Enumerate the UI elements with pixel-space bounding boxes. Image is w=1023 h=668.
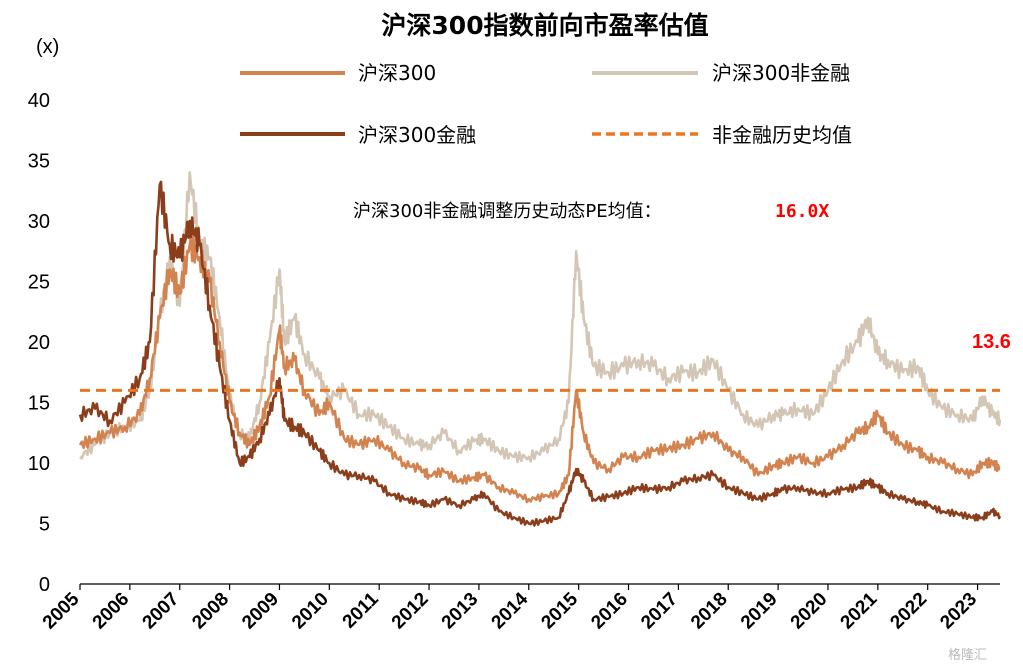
- legend-label-hs300: 沪深300: [358, 61, 436, 85]
- x-tick-label: 2016: [587, 589, 632, 634]
- x-tick-label: 2020: [787, 589, 832, 634]
- x-tick-label: 2019: [737, 589, 782, 634]
- series-line-0: [78, 235, 1001, 504]
- x-tick-label: 2015: [537, 588, 582, 633]
- x-tick-label: 2012: [388, 589, 433, 634]
- y-tick-label: 30: [28, 211, 50, 233]
- x-tick-label: 2023: [936, 589, 981, 634]
- x-tick-label: 2014: [488, 588, 533, 633]
- y-axis-unit: (x): [36, 36, 59, 58]
- x-tick-label: 2018: [687, 589, 732, 634]
- y-tick-label: 40: [28, 90, 50, 112]
- x-tick-label: 2009: [238, 589, 283, 634]
- x-tick-label: 2010: [288, 589, 333, 634]
- series-layer: [78, 171, 1002, 527]
- chart-title: 沪深300指数前向市盈率估值: [381, 11, 708, 40]
- x-tick-label: 2007: [139, 589, 184, 634]
- legend-label-hs300-fin: 沪深300金融: [358, 123, 476, 147]
- x-tick-label: 2022: [886, 589, 931, 634]
- annotation-value: 16.0X: [775, 201, 829, 222]
- x-tick-label: 2008: [188, 589, 233, 634]
- y-tick-label: 20: [28, 332, 50, 354]
- x-tick-label: 2017: [637, 589, 682, 634]
- y-tick-label: 25: [28, 272, 50, 294]
- end-value-label: 13.6: [972, 331, 1011, 353]
- legend: 沪深300 沪深300非金融 沪深300金融 非金融历史均值: [240, 61, 852, 147]
- x-axis: 2005 2006 2007 2008 2009 2010 2011 2012 2013 2014…: [39, 583, 1000, 634]
- y-tick-label: 35: [28, 151, 50, 173]
- watermark: 格隆汇: [948, 647, 987, 663]
- x-tick-label: 2021: [837, 588, 882, 633]
- y-tick-label: 5: [39, 514, 50, 536]
- x-tick-label: 2013: [438, 589, 483, 634]
- y-tick-label: 10: [28, 453, 50, 475]
- legend-label-nonfin-mean: 非金融历史均值: [712, 123, 852, 147]
- y-axis: 0 5 10 15 20 25 30 35 40: [28, 90, 50, 596]
- y-tick-label: 15: [28, 393, 50, 415]
- legend-label-hs300-nonfin: 沪深300非金融: [712, 61, 850, 85]
- series-line-1: [79, 171, 1002, 464]
- series-line-2: [78, 180, 1002, 527]
- y-tick-label: 0: [39, 574, 50, 596]
- x-tick-label: 2011: [339, 588, 383, 632]
- annotation-label: 沪深300非金融调整历史动态PE均值：: [353, 201, 662, 222]
- x-tick-label: 2006: [89, 589, 134, 634]
